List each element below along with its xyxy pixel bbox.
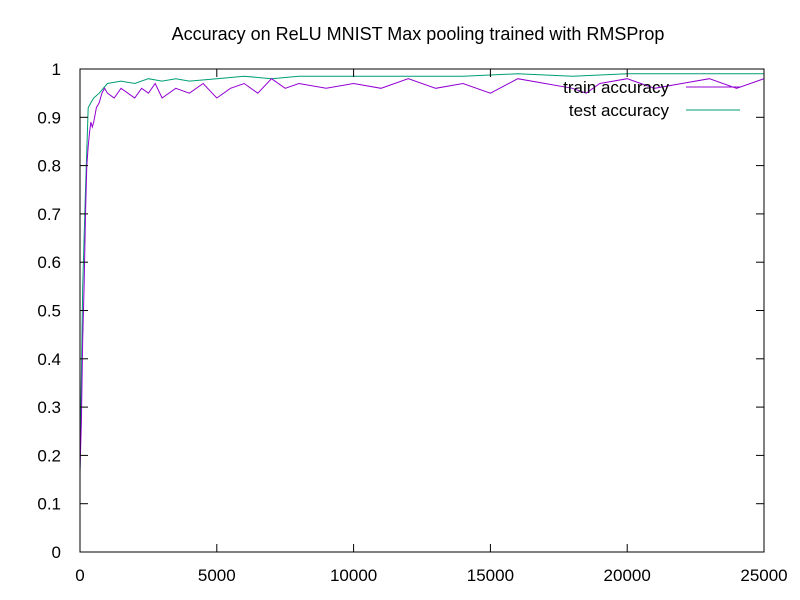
legend-label-test-accuracy: test accuracy xyxy=(569,101,670,120)
y-tick-label: 0.2 xyxy=(37,446,61,465)
legend-label-train-accuracy: train accuracy xyxy=(563,78,669,97)
y-tick-label: 0.8 xyxy=(37,157,61,176)
y-axis: 0 0.1 0.2 0.3 0.4 0.5 0.6 0.7 0.8 0.9 1 xyxy=(37,60,764,562)
y-tick-label: 0.9 xyxy=(37,108,61,127)
y-tick-label: 0.4 xyxy=(37,350,61,369)
y-tick-label: 0.6 xyxy=(37,253,61,272)
x-tick-label: 15000 xyxy=(467,566,514,585)
x-tick-label: 5000 xyxy=(198,566,236,585)
x-axis: 0 5000 10000 15000 20000 25000 xyxy=(75,69,788,585)
x-tick-label: 0 xyxy=(75,566,84,585)
y-tick-label: 0.1 xyxy=(37,495,61,514)
y-tick-label: 0.5 xyxy=(37,302,61,321)
y-tick-label: 0.3 xyxy=(37,398,61,417)
plot-frame xyxy=(79,68,765,553)
y-tick-label: 0 xyxy=(52,543,61,562)
x-tick-label: 10000 xyxy=(330,566,377,585)
series-layer xyxy=(79,73,765,475)
series-line-test-accuracy xyxy=(79,73,764,475)
y-tick-label: 1 xyxy=(52,60,61,79)
legend: train accuracy test accuracy xyxy=(563,78,740,120)
chart-title: Accuracy on ReLU MNIST Max pooling train… xyxy=(172,24,665,44)
x-tick-label: 25000 xyxy=(740,566,787,585)
x-tick-label: 20000 xyxy=(604,566,651,585)
series-line-train-accuracy xyxy=(79,78,765,470)
y-tick-label: 0.7 xyxy=(37,205,61,224)
